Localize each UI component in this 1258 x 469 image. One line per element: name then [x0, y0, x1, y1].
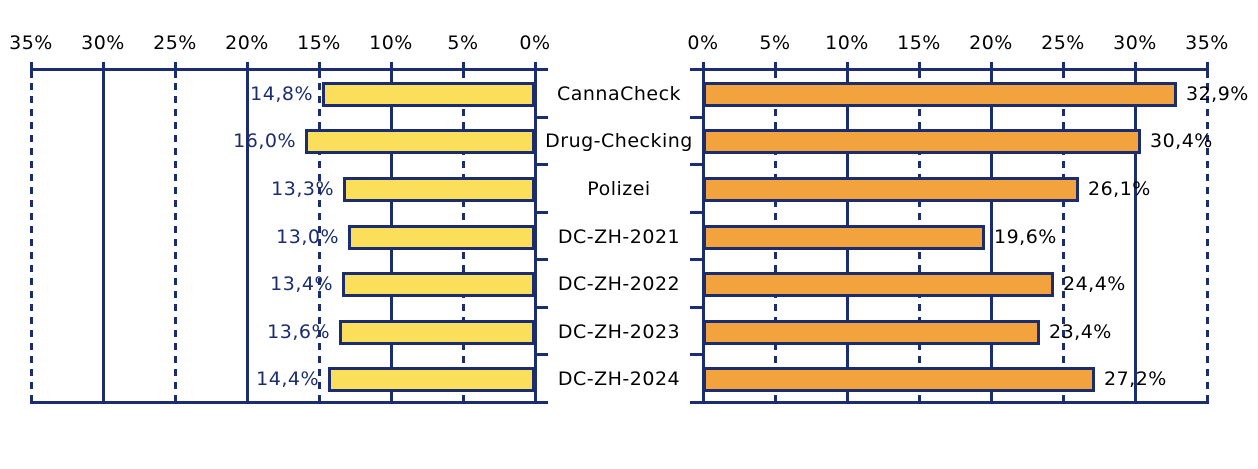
- category-label: Drug-Checking: [545, 130, 693, 152]
- left-panel-tick-label: 0%: [519, 32, 551, 54]
- left-panel-bar: [343, 177, 535, 202]
- left-panel-value-label: 13,3%: [271, 178, 334, 200]
- left-panel-value-label: 16,0%: [233, 130, 296, 152]
- left-panel-value-label: 13,0%: [276, 226, 339, 248]
- right-panel-tick-label: 20%: [969, 32, 1013, 54]
- left-panel-value-label: 14,8%: [250, 83, 313, 105]
- left-panel-bar: [328, 367, 535, 392]
- left-panel-bar: [322, 82, 535, 107]
- left-panel-gridline-dashed: [174, 70, 177, 403]
- left-panel-tick-label: 10%: [369, 32, 413, 54]
- category-label: Polizei: [587, 178, 651, 200]
- left-panel-zero-axis: [534, 62, 537, 403]
- left-panel-value-label: 13,6%: [267, 321, 330, 343]
- left-panel-tick-label: 35%: [9, 32, 53, 54]
- right-panel-value-label: 24,4%: [1063, 273, 1126, 295]
- left-panel-row-tick: [534, 353, 548, 356]
- right-panel-bar: [703, 129, 1141, 154]
- right-panel-tick-label: 0%: [687, 32, 719, 54]
- left-panel-top-axis: [30, 68, 537, 71]
- category-label: DC-ZH-2024: [557, 368, 681, 390]
- left-panel-baseline: [30, 401, 537, 404]
- right-panel-gridline-solid: [1134, 70, 1137, 403]
- right-panel-gridline-dashed: [1062, 70, 1065, 403]
- left-panel-tick-label: 5%: [447, 32, 479, 54]
- right-panel-bar: [703, 177, 1079, 202]
- right-panel-top-axis: [702, 68, 1209, 71]
- right-panel-value-label: 23,4%: [1049, 321, 1112, 343]
- category-label: DC-ZH-2021: [557, 226, 681, 248]
- left-panel-row-tick: [534, 68, 548, 71]
- left-panel-gridline-solid: [246, 70, 249, 403]
- right-panel-gridline-dashed: [1206, 70, 1209, 403]
- right-panel-gridline-solid: [990, 70, 993, 403]
- left-panel-row-tick: [534, 401, 548, 404]
- left-panel-tick-label: 20%: [225, 32, 269, 54]
- right-panel-value-label: 30,4%: [1150, 130, 1213, 152]
- left-panel-gridline-dashed: [318, 70, 321, 403]
- right-panel-value-label: 19,6%: [994, 226, 1057, 248]
- left-panel-tick-label: 30%: [81, 32, 125, 54]
- right-panel-bar: [703, 272, 1054, 297]
- right-panel-row-tick: [690, 68, 704, 71]
- right-panel-baseline: [702, 401, 1209, 404]
- category-label: DC-ZH-2022: [557, 273, 681, 295]
- left-panel-bar: [339, 320, 535, 345]
- right-panel-row-tick: [690, 353, 704, 356]
- right-panel-row-tick: [690, 211, 704, 214]
- right-panel-tick-label: 35%: [1185, 32, 1229, 54]
- right-panel-row-tick: [690, 163, 704, 166]
- right-panel-bar: [703, 82, 1177, 107]
- left-panel-gridline-solid: [102, 70, 105, 403]
- category-label: DC-ZH-2023: [557, 321, 681, 343]
- right-panel-tick-label: 15%: [897, 32, 941, 54]
- right-panel-tick-label: 25%: [1041, 32, 1085, 54]
- category-label: CannaCheck: [556, 83, 682, 105]
- left-panel-row-tick: [534, 211, 548, 214]
- right-panel-row-tick: [690, 401, 704, 404]
- right-panel-bar: [703, 320, 1040, 345]
- right-panel-value-label: 26,1%: [1088, 178, 1151, 200]
- right-panel-value-label: 27,2%: [1104, 368, 1167, 390]
- left-panel-value-label: 13,4%: [270, 273, 333, 295]
- left-panel-row-tick: [534, 306, 548, 309]
- right-panel-row-tick: [690, 258, 704, 261]
- right-panel-bar: [703, 225, 985, 250]
- left-panel-row-tick: [534, 116, 548, 119]
- left-panel-bar: [342, 272, 535, 297]
- left-panel-row-tick: [534, 163, 548, 166]
- right-panel-row-tick: [690, 306, 704, 309]
- right-panel-row-tick: [690, 116, 704, 119]
- left-panel-tick-label: 15%: [297, 32, 341, 54]
- right-panel-tick-label: 30%: [1113, 32, 1157, 54]
- right-panel-tick-label: 5%: [759, 32, 791, 54]
- left-panel-row-tick: [534, 258, 548, 261]
- right-panel-bar: [703, 367, 1095, 392]
- right-panel-value-label: 32,9%: [1186, 83, 1249, 105]
- left-panel-bar: [305, 129, 535, 154]
- right-panel-tick-label: 10%: [825, 32, 869, 54]
- left-panel-bar: [348, 225, 535, 250]
- left-panel-value-label: 14,4%: [256, 368, 319, 390]
- left-panel-tick-label: 25%: [153, 32, 197, 54]
- left-panel-gridline-dashed: [30, 70, 33, 403]
